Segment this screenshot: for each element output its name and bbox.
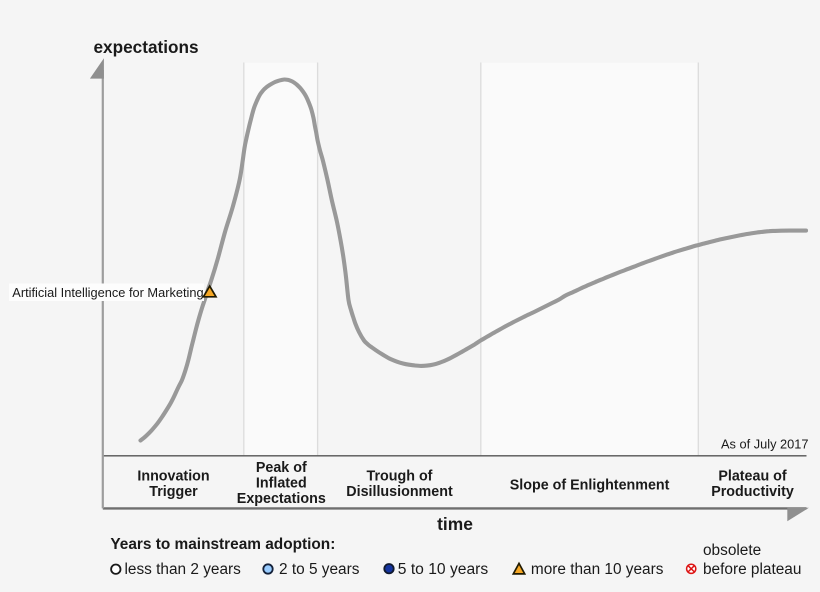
svg-text:more than 10 years: more than 10 years [531, 561, 664, 578]
svg-text:obsolete: obsolete [703, 542, 761, 559]
svg-text:2 to 5 years: 2 to 5 years [279, 561, 360, 578]
svg-text:less than 2 years: less than 2 years [125, 561, 242, 578]
svg-text:expectations: expectations [94, 37, 199, 57]
svg-text:before plateau: before plateau [703, 561, 801, 578]
svg-text:5 to 10 years: 5 to 10 years [398, 561, 489, 578]
svg-text:time: time [437, 514, 473, 534]
svg-text:As of July 2017: As of July 2017 [721, 437, 809, 452]
svg-text:Years to mainstream adoption:: Years to mainstream adoption: [110, 536, 335, 553]
svg-text:Artificial Intelligence for Ma: Artificial Intelligence for Marketing [12, 285, 203, 300]
svg-text:Slope of Enlightenment: Slope of Enlightenment [510, 477, 670, 493]
